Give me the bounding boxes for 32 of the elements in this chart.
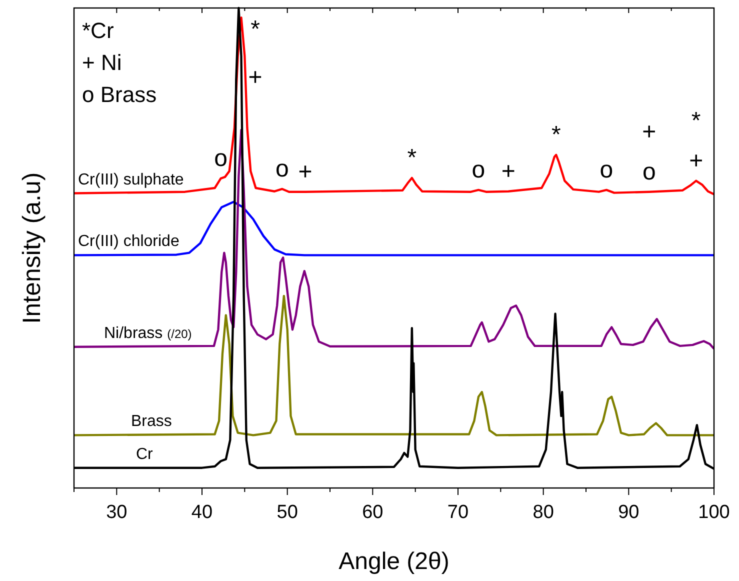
x-tick-label: 70 <box>447 502 469 523</box>
series-label: Brass <box>131 413 172 430</box>
annotation: * <box>691 107 701 134</box>
annotation: + <box>501 158 516 185</box>
annotation: * <box>551 121 561 148</box>
x-axis-title: Angle (2θ) <box>338 548 450 575</box>
series-label: Cr(III) chloride <box>78 233 180 250</box>
annotation: o <box>472 156 486 184</box>
series-label: Ni/brass (/20) <box>104 324 192 342</box>
y-axis-title: Intensity (a.u) <box>18 172 46 324</box>
annotation: + <box>642 118 656 146</box>
annotation: o <box>642 158 656 186</box>
x-tick-label: 50 <box>276 502 298 523</box>
annotation: + Ni <box>82 50 122 75</box>
x-tick-label: 100 <box>698 502 730 523</box>
annotation: + <box>248 64 262 92</box>
x-tick-label: 90 <box>618 502 640 523</box>
annotation: * <box>407 144 417 172</box>
annotation: o <box>214 144 228 172</box>
annotation: o <box>276 155 289 182</box>
annotation: + <box>298 158 312 186</box>
x-tick-label: 30 <box>106 502 128 523</box>
annotation: o Brass <box>82 82 157 107</box>
x-tick-label: 60 <box>362 502 384 523</box>
series-label: Cr <box>136 446 154 463</box>
annotation: * <box>250 16 260 44</box>
annotation: + <box>689 147 704 174</box>
annotation: *Cr <box>82 18 114 43</box>
annotation: o <box>600 156 614 184</box>
series-label: Cr(III) sulphate <box>78 171 184 188</box>
x-tick-label: 80 <box>532 502 554 523</box>
x-tick-label: 40 <box>191 502 213 523</box>
